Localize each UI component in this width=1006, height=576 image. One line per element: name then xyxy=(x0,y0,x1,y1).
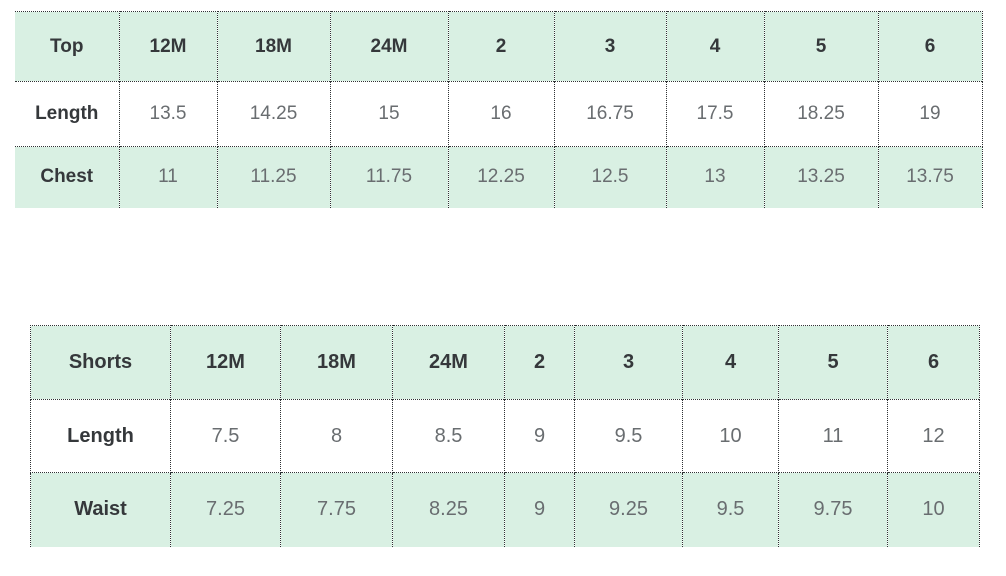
size-value-cell: 17.5 xyxy=(665,81,765,147)
size-value-cell: 13.25 xyxy=(763,146,879,208)
size-value-cell: 9.5 xyxy=(574,399,683,473)
size-value-cell: 10 xyxy=(887,472,980,547)
size-value-cell: 11.25 xyxy=(216,146,331,208)
row-label-length: Length xyxy=(30,399,171,473)
size-value-cell: 7.25 xyxy=(170,472,281,547)
size-col-header-12m: 12M xyxy=(118,11,218,82)
shorts-size-table: Shorts 12M 18M 24M 2 3 4 5 6 Length 7.5 … xyxy=(30,325,980,547)
size-value-cell: 11 xyxy=(118,146,218,208)
size-value-cell: 13 xyxy=(665,146,765,208)
size-value-cell: 11 xyxy=(778,399,888,473)
size-col-header-2: 2 xyxy=(447,11,555,82)
size-col-header-18m: 18M xyxy=(216,11,331,82)
size-col-header-5: 5 xyxy=(778,325,888,400)
size-value-cell: 15 xyxy=(329,81,449,147)
size-value-cell: 16.75 xyxy=(553,81,667,147)
size-col-header-6: 6 xyxy=(877,11,983,82)
size-value-cell: 8.5 xyxy=(392,399,505,473)
size-value-cell: 9 xyxy=(504,472,575,547)
shorts-table-title-cell: Shorts xyxy=(30,325,171,400)
size-col-header-24m: 24M xyxy=(392,325,505,400)
size-col-header-6: 6 xyxy=(887,325,980,400)
size-col-header-12m: 12M xyxy=(170,325,281,400)
size-value-cell: 18.25 xyxy=(763,81,879,147)
top-size-table: Top 12M 18M 24M 2 3 4 5 6 Length 13.5 14… xyxy=(15,11,983,208)
size-col-header-24m: 24M xyxy=(329,11,449,82)
size-value-cell: 7.75 xyxy=(280,472,393,547)
size-col-header-18m: 18M xyxy=(280,325,393,400)
top-table-title-cell: Top xyxy=(15,11,120,82)
size-value-cell: 12.5 xyxy=(553,146,667,208)
row-label-waist: Waist xyxy=(30,472,171,547)
top-length-row: Length 13.5 14.25 15 16 16.75 17.5 18.25… xyxy=(15,81,983,147)
row-label-length: Length xyxy=(15,81,120,147)
shorts-length-row: Length 7.5 8 8.5 9 9.5 10 11 12 xyxy=(30,399,980,473)
size-col-header-4: 4 xyxy=(682,325,779,400)
size-value-cell: 12 xyxy=(887,399,980,473)
size-col-header-2: 2 xyxy=(504,325,575,400)
size-value-cell: 9.5 xyxy=(682,472,779,547)
top-chest-row: Chest 11 11.25 11.75 12.25 12.5 13 13.25… xyxy=(15,146,983,208)
size-value-cell: 8.25 xyxy=(392,472,505,547)
size-value-cell: 11.75 xyxy=(329,146,449,208)
size-value-cell: 13.5 xyxy=(118,81,218,147)
size-value-cell: 9.75 xyxy=(778,472,888,547)
shorts-waist-row: Waist 7.25 7.75 8.25 9 9.25 9.5 9.75 10 xyxy=(30,472,980,547)
size-col-header-3: 3 xyxy=(553,11,667,82)
size-value-cell: 10 xyxy=(682,399,779,473)
size-col-header-4: 4 xyxy=(665,11,765,82)
size-value-cell: 19 xyxy=(877,81,983,147)
size-value-cell: 9.25 xyxy=(574,472,683,547)
size-value-cell: 8 xyxy=(280,399,393,473)
size-col-header-5: 5 xyxy=(763,11,879,82)
size-value-cell: 7.5 xyxy=(170,399,281,473)
size-value-cell: 9 xyxy=(504,399,575,473)
shorts-table-header-row: Shorts 12M 18M 24M 2 3 4 5 6 xyxy=(30,325,980,400)
size-value-cell: 12.25 xyxy=(447,146,555,208)
size-value-cell: 14.25 xyxy=(216,81,331,147)
row-label-chest: Chest xyxy=(15,146,120,208)
top-table-header-row: Top 12M 18M 24M 2 3 4 5 6 xyxy=(15,11,983,82)
size-col-header-3: 3 xyxy=(574,325,683,400)
size-value-cell: 13.75 xyxy=(877,146,983,208)
size-value-cell: 16 xyxy=(447,81,555,147)
